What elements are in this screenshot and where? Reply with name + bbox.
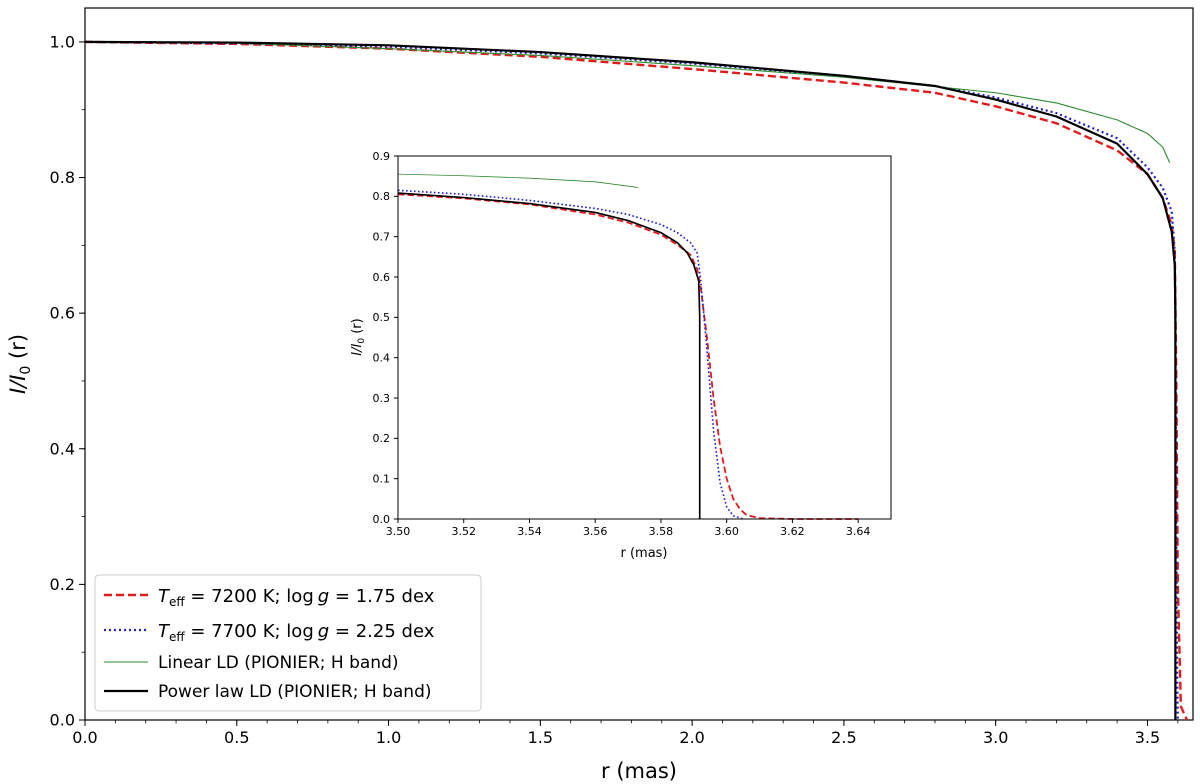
inset-y-tick-label: 0.1: [373, 473, 391, 486]
main-x-tick-label: 0.0: [72, 728, 97, 747]
inset-y-tick-label: 0.0: [373, 513, 391, 526]
inset-plot-frame: [397, 155, 892, 520]
inset-background: [398, 156, 891, 519]
inset-series-linear: [397, 173, 638, 188]
main-series-power: [84, 40, 1177, 720]
main-x-tick-label: 3.0: [983, 728, 1008, 747]
inset-y-tick-label: 0.4: [373, 352, 391, 365]
legend-label-teff7200: Teff = 7200 K; log g = 1.75 dex: [158, 586, 435, 609]
inset-y-tick-label: 0.6: [373, 271, 391, 284]
inset-x-tick-label: 3.60: [714, 525, 739, 538]
inset-y-axis-label: I/I0 (r): [350, 318, 367, 355]
inset-series-teff7200: [397, 193, 859, 520]
inset-y-label-prefix: I/I: [350, 343, 365, 355]
main-y-tick-label: 0.6: [50, 304, 75, 323]
legend-label-linear: Linear LD (PIONIER; H band): [158, 653, 399, 673]
inset-y-label-suffix: (r): [350, 318, 365, 338]
main-series-group: [84, 40, 1189, 721]
inset-x-tick-label: 3.56: [583, 525, 608, 538]
inset-x-tick-label: 3.52: [451, 525, 476, 538]
inset-x-tick-label: 3.64: [846, 525, 871, 538]
inset-y-label-sub: 0: [357, 338, 367, 344]
main-axis-ticks: 0.0 0.5 1.0 1.5 2.0 2.5 3.0 3.5 0.0 0.2 0.4 0.6 0.8 1…: [50, 33, 1179, 747]
inset-y-tick-label: 0.8: [373, 190, 391, 203]
inset-x-tick-label: 3.62: [780, 525, 805, 538]
main-y-tick-label: 0.4: [50, 439, 75, 458]
main-x-tick-label: 2.5: [831, 728, 856, 747]
main-x-tick-label: 0.5: [224, 728, 249, 747]
main-y-tick-label: 0.8: [50, 168, 75, 187]
main-y-tick-label: 0.0: [50, 711, 75, 730]
main-y-tick-label: 0.2: [50, 575, 75, 594]
main-y-label-prefix: I/I: [6, 375, 30, 394]
inset-x-axis-label: r (mas): [620, 546, 667, 561]
legend-label-power: Power law LD (PIONIER; H band): [158, 682, 432, 702]
inset-axis-ticks: 3.50 3.52 3.54 3.56 3.58 3.60 3.62 3.64 0.0 0.1 0.…: [373, 150, 871, 538]
main-x-tick-label: 1.5: [528, 728, 553, 747]
inset-x-tick-label: 3.58: [649, 525, 674, 538]
main-x-tick-label: 3.5: [1135, 728, 1160, 747]
main-y-axis-label: I/I0 (r): [6, 334, 34, 394]
main-series-teff7200: [84, 40, 1189, 721]
inset-series-group: [397, 173, 859, 520]
legend: Teff = 7200 K; log g = 1.75 dex Teff = 77…: [94, 574, 482, 712]
main-x-tick-label: 1.0: [376, 728, 401, 747]
inset-x-tick-label: 3.50: [386, 525, 411, 538]
main-y-label-suffix: (r): [6, 334, 30, 366]
main-y-tick-label: 1.0: [50, 33, 75, 52]
main-x-axis-label: r (mas): [601, 759, 677, 783]
inset-y-tick-label: 0.5: [373, 311, 391, 324]
inset-y-tick-label: 0.7: [373, 231, 391, 244]
inset-y-tick-label: 0.9: [373, 150, 391, 163]
main-plot-frame: [84, 7, 1194, 721]
inset-series-teff7700: [397, 189, 744, 520]
inset-series-power: [397, 192, 701, 519]
inset-y-tick-label: 0.2: [373, 432, 391, 445]
legend-box: [94, 574, 482, 712]
main-y-label-sub: 0: [18, 366, 34, 375]
inset-y-tick-label: 0.3: [373, 392, 391, 405]
inset-x-tick-label: 3.54: [517, 525, 542, 538]
legend-label-teff7700: Teff = 7700 K; log g = 2.25 dex: [158, 621, 435, 644]
main-series-teff7700: [84, 40, 1179, 721]
main-x-tick-label: 2.0: [679, 728, 704, 747]
